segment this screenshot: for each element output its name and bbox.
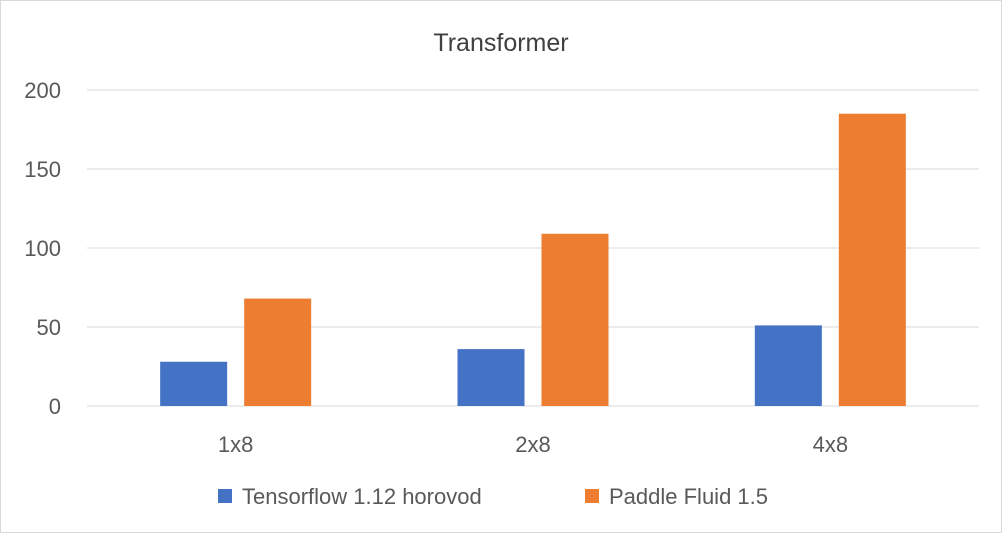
bar-paddle-2x8 (541, 233, 609, 406)
bar-tensorflow-1x8 (160, 361, 228, 406)
y-tick-label: 150 (24, 157, 61, 182)
bar-tensorflow-4x8 (754, 325, 822, 406)
legend-swatch (585, 489, 599, 503)
y-tick-label: 50 (37, 315, 61, 340)
y-axis: 0 50 100 150 200 (24, 78, 61, 419)
y-tick-label: 200 (24, 78, 61, 103)
y-tick-label: 0 (49, 394, 61, 419)
x-tick-label: 1x8 (218, 432, 253, 457)
bar-paddle-1x8 (244, 298, 312, 406)
legend-label: Paddle Fluid 1.5 (609, 484, 768, 509)
legend-label: Tensorflow 1.12 horovod (242, 484, 482, 509)
legend: Tensorflow 1.12 horovod Paddle Fluid 1.5 (218, 484, 768, 509)
y-tick-label: 100 (24, 236, 61, 261)
x-tick-label: 4x8 (813, 432, 848, 457)
legend-swatch (218, 489, 232, 503)
x-tick-label: 2x8 (515, 432, 550, 457)
chart-title: Transformer (433, 29, 568, 57)
x-axis: 1x8 2x8 4x8 (218, 432, 848, 457)
bar-tensorflow-2x8 (457, 349, 525, 406)
gridlines (87, 89, 979, 407)
bars (160, 113, 906, 406)
bar-paddle-4x8 (838, 113, 906, 406)
